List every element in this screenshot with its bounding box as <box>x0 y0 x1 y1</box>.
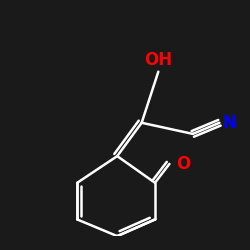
Text: N: N <box>222 114 236 132</box>
Text: OH: OH <box>144 51 172 69</box>
Text: O: O <box>176 155 191 173</box>
